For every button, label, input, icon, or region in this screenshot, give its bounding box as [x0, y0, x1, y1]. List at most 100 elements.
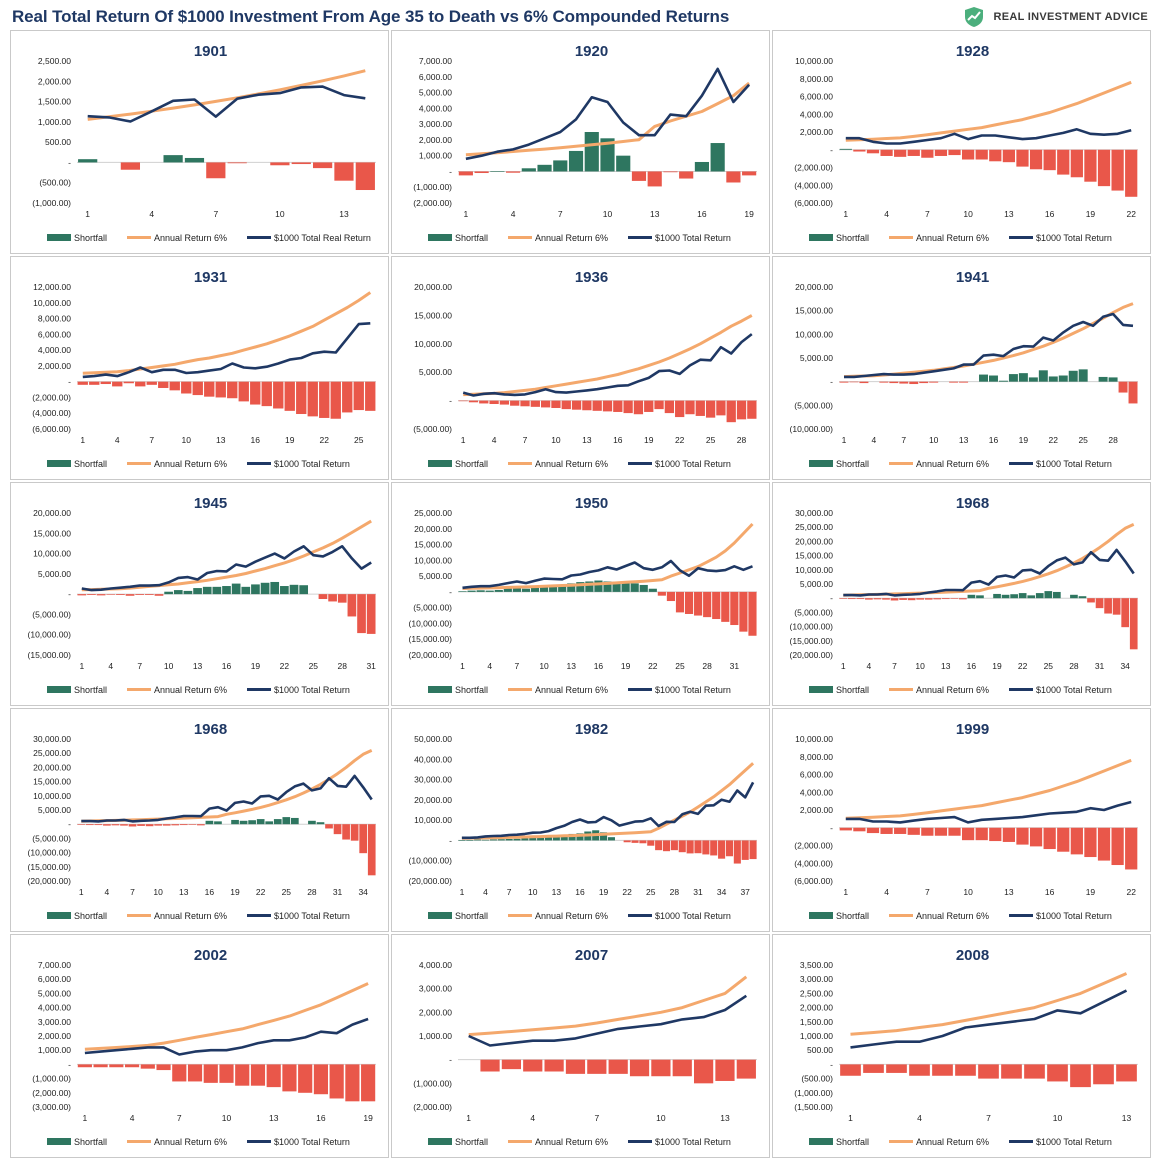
shortfall-bar	[694, 840, 702, 854]
shortfall-bar	[853, 149, 866, 152]
y-tick-label: 8,000.00	[38, 314, 71, 324]
x-tick-label: 7	[507, 887, 512, 897]
y-tick-label: (6,000.00)	[32, 424, 71, 434]
y-tick-label: (4,000.00)	[32, 408, 71, 418]
y-tick-label: 10,000.00	[795, 565, 833, 575]
shortfall-bar	[633, 400, 644, 415]
x-tick-label: 7	[130, 887, 135, 897]
y-tick-label: 4,000.00	[419, 960, 452, 970]
y-tick-label: 50,000.00	[414, 734, 452, 744]
shortfall-bar	[621, 582, 630, 592]
shortfall-bar	[137, 824, 145, 826]
chart-svg: 1999 10,000.00 8,000.00 6,000.00 4,000.00 2,0…	[794, 721, 1138, 921]
shortfall-bar	[894, 827, 907, 834]
x-tick-label: 1	[842, 435, 847, 445]
shortfall-bar	[521, 588, 531, 592]
y-tick-label: 2,000.00	[800, 1003, 833, 1013]
y-tick-label: (2,000.00)	[794, 163, 833, 173]
x-tick-label: 22	[648, 661, 658, 671]
x-tick-label: 19	[1086, 887, 1096, 897]
shortfall-bar	[565, 1059, 586, 1074]
chart-svg: 2007 4,000.00 3,000.00 2,000.00 1,000.00 - (1,…	[413, 947, 757, 1147]
shortfall-bar	[313, 1064, 329, 1095]
legend-swatch-shortfall	[428, 460, 452, 467]
y-tick-label: -	[830, 593, 833, 603]
y-tick-label: 25,000.00	[33, 748, 71, 758]
y-tick-label: 20,000.00	[414, 795, 452, 805]
x-tick-label: 28	[737, 435, 747, 445]
shortfall-bar	[924, 598, 933, 600]
legend-annual: Annual Return 6%	[154, 911, 227, 921]
shortfall-bar	[359, 824, 368, 854]
shortfall-bar	[539, 586, 549, 592]
chart-title: 1968	[956, 495, 989, 512]
y-tick-label: (2,000.00)	[32, 392, 71, 402]
y-tick-label: (4,000.00)	[794, 858, 833, 868]
shortfall-bar	[111, 824, 120, 826]
chart-legend: Shortfall Annual Return 6% $1000 Total Ret…	[809, 911, 1112, 921]
shortfall-bar	[342, 381, 353, 413]
x-tick-label: 16	[594, 661, 604, 671]
x-tick-label: 7	[137, 661, 142, 671]
y-tick-label: 5,000.00	[419, 367, 452, 377]
y-tick-label: 6,000.00	[800, 92, 833, 102]
shortfall-bar	[584, 132, 599, 172]
y-tick-label: (6,000.00)	[794, 198, 833, 208]
shortfall-bar	[89, 381, 100, 385]
y-tick-label: (20,000.00)	[409, 876, 453, 886]
y-tick-label: 5,000.00	[38, 569, 71, 579]
y-tick-label: 2,000.00	[800, 127, 833, 137]
y-tick-label: (5,000.00)	[794, 607, 833, 617]
shortfall-bar	[235, 1064, 250, 1086]
x-tick-label: 10	[656, 1113, 666, 1123]
x-tick-label: 13	[720, 1113, 730, 1123]
shortfall-bar	[959, 598, 967, 600]
shortfall-bar	[316, 822, 325, 825]
shortfall-bar	[1052, 591, 1061, 599]
shortfall-bar	[289, 584, 299, 595]
shortfall-bar	[290, 817, 299, 825]
shortfall-bar	[959, 381, 969, 383]
y-tick-label: 10,000.00	[414, 815, 452, 825]
y-tick-label: (10,000.00)	[790, 424, 834, 434]
legend-shortfall: Shortfall	[455, 1137, 488, 1147]
x-tick-label: 13	[1004, 209, 1014, 219]
x-tick-label: 25	[354, 435, 364, 445]
legend-annual: Annual Return 6%	[916, 233, 989, 243]
shortfall-bar	[238, 381, 249, 402]
shortfall-bar	[266, 1064, 281, 1088]
shortfall-bar	[1002, 827, 1016, 842]
x-tick-label: 1	[461, 435, 466, 445]
x-tick-label: 22	[1126, 887, 1136, 897]
shortfall-bar	[561, 400, 571, 410]
shortfall-bar	[510, 400, 520, 406]
shortfall-bar	[840, 1064, 861, 1076]
total-return-line	[462, 559, 753, 590]
shortfall-bar	[1043, 149, 1056, 171]
shortfall-bar	[693, 1059, 714, 1084]
shortfall-bar	[549, 585, 558, 592]
y-tick-label: 10,000.00	[33, 549, 71, 559]
x-tick-label: 25	[1044, 661, 1054, 671]
chart-title: 1920	[575, 43, 608, 60]
shortfall-bar	[499, 400, 510, 405]
shortfall-bar	[124, 1064, 140, 1068]
shortfall-bar	[123, 381, 134, 384]
legend-shortfall: Shortfall	[74, 459, 107, 469]
x-tick-label: 7	[177, 1113, 182, 1123]
shortfall-bar	[710, 840, 718, 856]
x-tick-label: 1	[83, 1113, 88, 1123]
legend-annual: Annual Return 6%	[916, 685, 989, 695]
x-tick-label: 4	[530, 1113, 535, 1123]
shortfall-bar	[154, 824, 163, 826]
shortfall-bar	[172, 1064, 187, 1082]
chart-legend: Shortfall Annual Return 6% $1000 Total Ret…	[809, 459, 1112, 469]
shortfall-bar	[476, 590, 485, 592]
y-tick-label: 3,000.00	[419, 119, 452, 129]
shortfall-bar	[716, 400, 726, 416]
shortfall-bar	[684, 591, 694, 614]
shortfall-bar	[458, 400, 468, 402]
shortfall-bar	[616, 155, 631, 172]
y-tick-label: 30,000.00	[414, 775, 452, 785]
x-tick-label: 10	[539, 661, 549, 671]
